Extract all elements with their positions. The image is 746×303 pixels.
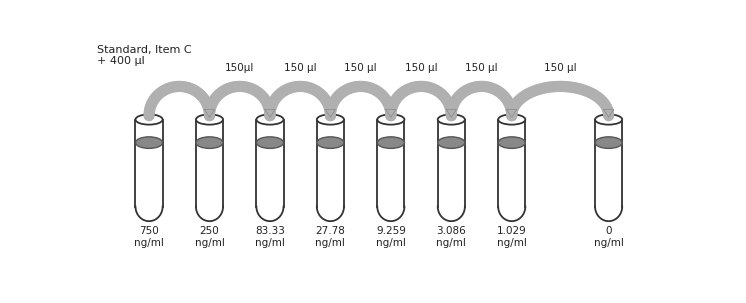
Text: 83.33
ng/ml: 83.33 ng/ml — [255, 226, 285, 248]
Text: 150μl: 150μl — [225, 63, 254, 73]
Ellipse shape — [317, 115, 344, 125]
Ellipse shape — [498, 137, 525, 148]
Text: 150 μl: 150 μl — [544, 63, 577, 73]
Ellipse shape — [257, 137, 283, 148]
Polygon shape — [446, 109, 457, 117]
Polygon shape — [604, 109, 614, 117]
Ellipse shape — [317, 137, 344, 148]
Polygon shape — [507, 109, 517, 117]
Text: 3.086
ng/ml: 3.086 ng/ml — [436, 226, 466, 248]
Text: 150 μl: 150 μl — [284, 63, 316, 73]
Text: 27.78
ng/ml: 27.78 ng/ml — [316, 226, 345, 248]
Ellipse shape — [377, 115, 404, 125]
Ellipse shape — [595, 115, 622, 125]
Polygon shape — [265, 109, 275, 117]
Ellipse shape — [498, 115, 525, 125]
Ellipse shape — [438, 115, 465, 125]
Text: + 400 μl: + 400 μl — [97, 56, 145, 66]
Text: 150 μl: 150 μl — [466, 63, 498, 73]
Ellipse shape — [136, 115, 163, 125]
Text: 250
ng/ml: 250 ng/ml — [195, 226, 225, 248]
Text: Standard, Item C: Standard, Item C — [97, 45, 192, 55]
Text: 0
ng/ml: 0 ng/ml — [594, 226, 624, 248]
Ellipse shape — [196, 137, 223, 148]
Text: 1.029
ng/ml: 1.029 ng/ml — [497, 226, 527, 248]
Polygon shape — [204, 109, 215, 117]
Ellipse shape — [136, 137, 163, 148]
Polygon shape — [325, 109, 336, 117]
Ellipse shape — [257, 115, 283, 125]
Text: 750
ng/ml: 750 ng/ml — [134, 226, 164, 248]
Polygon shape — [386, 109, 396, 117]
Ellipse shape — [438, 137, 465, 148]
Ellipse shape — [196, 115, 223, 125]
Text: 150 μl: 150 μl — [405, 63, 437, 73]
Text: 9.259
ng/ml: 9.259 ng/ml — [376, 226, 406, 248]
Ellipse shape — [377, 137, 404, 148]
Ellipse shape — [595, 137, 622, 148]
Text: 150 μl: 150 μl — [345, 63, 377, 73]
